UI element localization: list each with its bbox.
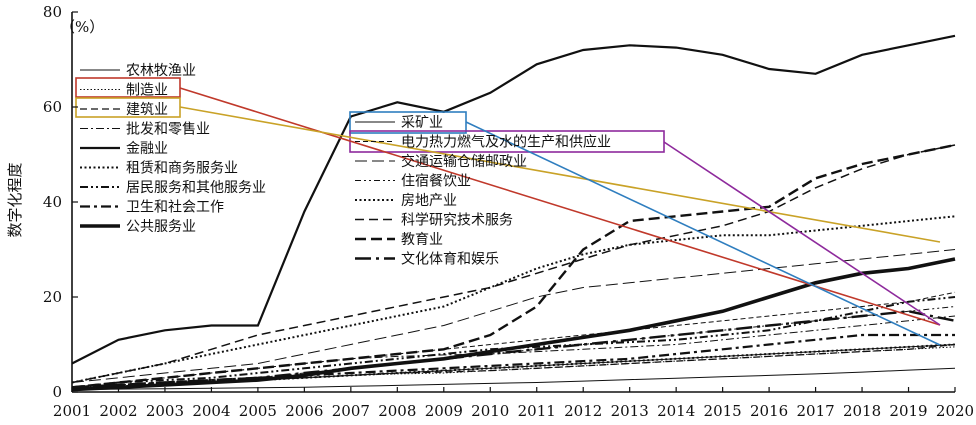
legend-label-8: 公共服务业 [126, 219, 196, 235]
series-line-7 [71, 333, 955, 389]
series-line-14 [71, 144, 956, 384]
legend-label-7: 卫生和社会工作 [126, 200, 224, 216]
y-tick-label-3: 60 [43, 98, 62, 116]
legend-label-4: 金融业 [126, 141, 168, 157]
legend-label-5: 租赁和商务服务业 [126, 161, 238, 177]
x-tick-label-4: 2005 [239, 402, 277, 420]
y-tick-label-2: 40 [43, 193, 62, 211]
x-tick-label-18: 2019 [889, 402, 927, 420]
x-tick-label-11: 2012 [564, 402, 602, 420]
legend-label-0: 农林牧渔业 [126, 63, 196, 79]
legend-label-10: 电力热力燃气及水的生产和供应业 [401, 134, 611, 151]
utilities-trend-line [663, 141, 941, 326]
manufacturing-highlight-box [75, 77, 181, 98]
legend-label-3: 批发和零售业 [126, 122, 210, 138]
series-line-0 [71, 367, 956, 391]
construction-trend-line [179, 106, 941, 243]
x-tick-label-5: 2006 [285, 402, 323, 420]
series-line-13 [71, 343, 956, 391]
series-line-4 [71, 34, 956, 365]
annotation-layer [75, 77, 941, 346]
axes: 0 20 40 60 80 2001 2002 2003 2004 2005 2006 2007 200… [6, 3, 974, 420]
x-tick-label-9: 2010 [471, 402, 509, 420]
series-line-5 [71, 215, 956, 384]
x-tick-label-14: 2015 [704, 402, 742, 420]
y-axis-title: 数字化程度 [6, 162, 24, 237]
manufacturing-trend-line [179, 87, 941, 326]
legend-label-12: 住宿餐饮业 [401, 173, 471, 190]
y-tick-label-4: 80 [43, 3, 62, 21]
legend-label-2: 建筑业 [126, 102, 168, 118]
x-tick-label-6: 2007 [332, 402, 370, 420]
legend: 农林牧渔业制造业建筑业批发和零售业金融业租赁和商务服务业居民服务和其他服务业卫生… [80, 63, 611, 268]
x-tick-label-7: 2008 [378, 402, 416, 420]
x-tick-label-3: 2004 [192, 402, 230, 420]
legend-label-13: 房地产业 [401, 193, 457, 209]
series-line-15 [71, 143, 956, 389]
x-tick-label-10: 2011 [518, 402, 556, 420]
x-tick-label-16: 2017 [796, 402, 834, 420]
x-tick-label-12: 2013 [611, 402, 649, 420]
y-tick-label-0: 0 [52, 383, 62, 401]
x-tick-label-13: 2014 [657, 402, 695, 420]
legend-label-6: 居民服务和其他服务业 [126, 180, 266, 196]
x-tick-label-1: 2002 [99, 402, 137, 420]
legend-label-15: 教育业 [401, 232, 443, 248]
legend-label-11: 交通运输仓储邮政业 [401, 153, 527, 170]
legend-label-1: 制造业 [126, 83, 168, 99]
series-line-11 [71, 249, 956, 383]
series-line-16 [71, 310, 956, 389]
legend-label-14: 科学研究技术服务 [401, 213, 513, 229]
legend-label-16: 文化体育和娱乐 [401, 252, 499, 268]
unit-label: （%） [60, 18, 104, 36]
x-tick-label-0: 2001 [53, 402, 91, 420]
x-tick-label-19: 2020 [936, 402, 974, 420]
mining-trend-line [465, 121, 941, 346]
x-tick-label-2: 2003 [146, 402, 184, 420]
lines-layer [71, 34, 956, 392]
legend-label-9: 采矿业 [401, 115, 443, 131]
x-tick-label-15: 2016 [750, 402, 788, 420]
y-tick-label-1: 20 [43, 288, 62, 306]
x-tick-label-17: 2018 [843, 402, 881, 420]
x-tick-label-8: 2009 [425, 402, 463, 420]
